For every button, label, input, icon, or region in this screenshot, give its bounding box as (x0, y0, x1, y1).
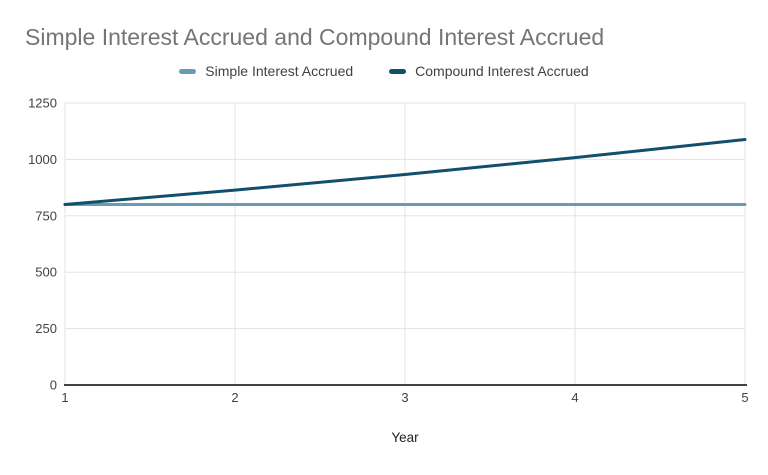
series-line-compound-interest-accrued (63, 138, 747, 207)
y-tick-label-1000: 1000 (28, 152, 57, 167)
x-axis-title: Year (391, 430, 419, 445)
x-tick-label-5: 5 (741, 390, 748, 405)
plot-area-svg: 0 250 500 750 1000 1250 1 2 3 4 5 (28, 96, 749, 406)
chart-title: Simple Interest Accrued and Compound Int… (25, 24, 605, 50)
x-tick-label-3: 3 (401, 390, 408, 405)
legend-label-compound-interest: Compound Interest Accrued (415, 63, 589, 79)
legend-item-compound-interest: Compound Interest Accrued (389, 63, 589, 79)
legend-item-simple-interest: Simple Interest Accrued (179, 63, 353, 79)
y-tick-label-1250: 1250 (28, 96, 57, 111)
x-tick-label-1: 1 (61, 390, 68, 405)
legend-label-simple-interest: Simple Interest Accrued (205, 63, 354, 79)
legend-swatch-simple-interest (179, 68, 197, 74)
y-tick-label-250: 250 (35, 321, 57, 336)
y-tick-label-0: 0 (50, 378, 57, 393)
x-tick-label-2: 2 (231, 390, 238, 405)
legend-swatch-compound-interest (389, 68, 407, 74)
legend: Simple Interest Accrued Compound Interes… (0, 63, 768, 79)
x-tick-label-4: 4 (571, 390, 578, 405)
y-tick-label-500: 500 (35, 265, 57, 280)
y-tick-label-750: 750 (35, 208, 57, 223)
